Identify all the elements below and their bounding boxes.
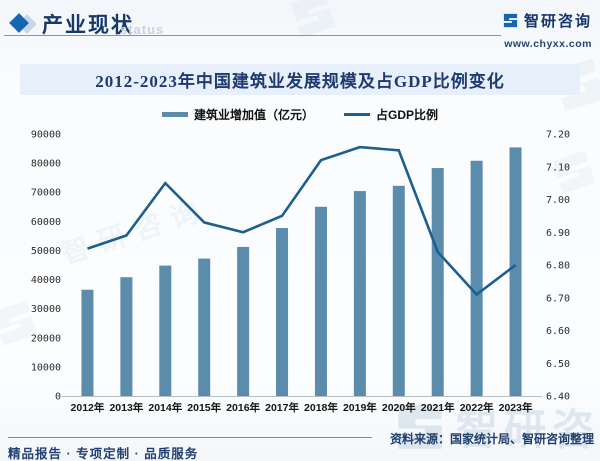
- y-right-tick-label: 7.00: [546, 195, 570, 206]
- x-tick-label: 2017年: [265, 401, 299, 414]
- x-tick-label: 2018年: [304, 401, 338, 414]
- data-source-note: 资料来源：国家统计局、智研咨询整理: [389, 432, 594, 446]
- chart-canvas: 0 10000 20000 30000 40000 50000 60000 70000 8000…: [31, 130, 570, 415]
- legend-bar-swatch: [161, 112, 188, 117]
- brand-name: 智研咨询: [523, 13, 592, 30]
- header-divider: [4, 35, 501, 36]
- legend-bar-label: 建筑业增加值（亿元）: [193, 108, 314, 122]
- bar-2013年: [120, 277, 133, 396]
- footer-divider: [8, 437, 372, 438]
- x-tick-label: 2012年: [71, 401, 105, 414]
- y-left-tick-label: 90000: [31, 130, 61, 141]
- chart-title-band: 2012-2023年中国建筑业发展规模及占GDP比例变化: [20, 64, 580, 95]
- bar-2014年: [159, 265, 172, 396]
- gdp-ratio-line: [87, 145, 517, 297]
- x-tick-label: 2015年: [187, 401, 221, 414]
- watermark-logo-icon: [290, 0, 336, 38]
- y-left-tick-label: 40000: [31, 275, 61, 286]
- y-left-tick-label: 70000: [31, 188, 61, 199]
- bar-2015年: [198, 258, 211, 396]
- y-right-tick-label: 6.60: [546, 326, 570, 337]
- x-tick-label: 2020年: [382, 401, 416, 414]
- legend-item-bar-series: 建筑业增加值（亿元）: [161, 106, 314, 123]
- y-left-tick-label: 60000: [31, 217, 61, 228]
- y-left-tick-label: 30000: [31, 304, 61, 315]
- x-tick-label: 2013年: [109, 401, 143, 414]
- y-right-tick-label: 6.50: [546, 359, 570, 370]
- brand-logo: 智研咨询: [502, 10, 592, 31]
- brand-website: www.chyxx.com: [504, 38, 592, 50]
- footer-tagline: 精品报告 · 专项定制 · 品质服务: [8, 447, 199, 461]
- y-right-tick-label: 6.90: [546, 228, 570, 239]
- y-left-tick-label: 0: [55, 392, 61, 403]
- y-right-tick-label: 7.20: [546, 130, 570, 141]
- bar-2018年: [314, 206, 327, 396]
- x-tick-label: 2016年: [226, 401, 260, 414]
- bar-2021年: [431, 168, 444, 396]
- y-left-tick-label: 20000: [31, 333, 61, 344]
- bar-2012年: [81, 289, 94, 396]
- bar-2016年: [237, 246, 250, 396]
- x-tick-label: 2021年: [421, 401, 455, 414]
- legend-item-line-series: 占GDP比例: [344, 106, 438, 123]
- y-left-tick-label: 10000: [31, 362, 61, 373]
- y-left-tick-label: 50000: [31, 246, 61, 257]
- status-watermark-text: status: [120, 22, 165, 37]
- bar-2023年: [509, 147, 522, 396]
- x-tick-label: 2023年: [499, 401, 533, 414]
- brand-logo-icon: [503, 13, 518, 28]
- x-tick-label: 2019年: [343, 401, 377, 414]
- x-tick-label: 2014年: [148, 401, 182, 414]
- x-tick-label: 2022年: [460, 401, 494, 414]
- chart-title: 2012-2023年中国建筑业发展规模及占GDP比例变化: [95, 72, 505, 91]
- y-right-tick-label: 7.10: [546, 162, 570, 173]
- page-title: 产业现状: [42, 13, 134, 37]
- section-diamond-icon: [9, 13, 40, 35]
- bar-2019年: [353, 191, 366, 396]
- legend-line-swatch: [344, 112, 370, 117]
- y-right-tick-label: 6.70: [546, 293, 570, 304]
- bar-2022年: [470, 160, 483, 396]
- y-right-tick-label: 6.80: [546, 261, 570, 272]
- legend-line-label: 占GDP比例: [376, 108, 439, 122]
- chart-legend: 建筑业增加值（亿元） 占GDP比例: [0, 106, 600, 123]
- bar-2017年: [276, 228, 289, 396]
- bar-2020年: [392, 185, 405, 396]
- y-right-tick-label: 6.40: [546, 392, 570, 403]
- y-left-tick-label: 80000: [31, 159, 61, 170]
